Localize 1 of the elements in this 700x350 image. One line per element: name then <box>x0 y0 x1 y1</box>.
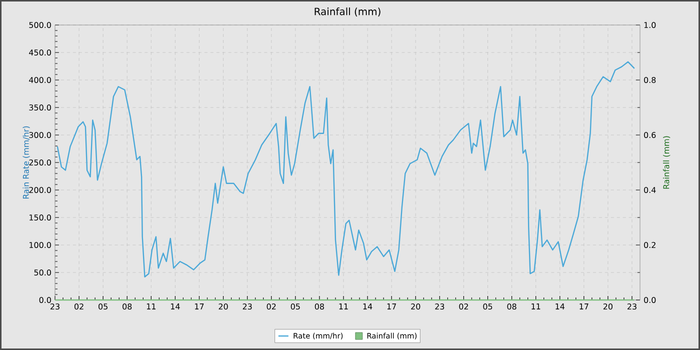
chart-title: Rainfall (mm) <box>314 8 380 16</box>
